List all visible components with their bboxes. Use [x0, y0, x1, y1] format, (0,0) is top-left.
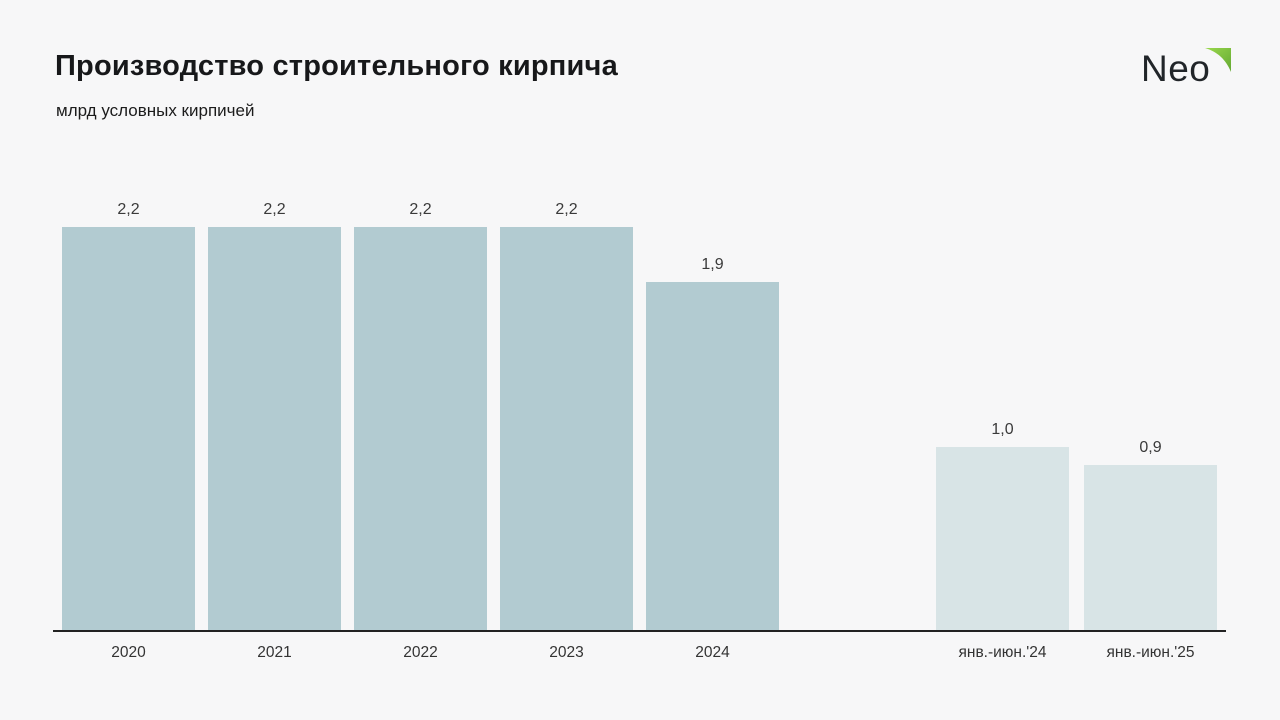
x-tick-label-янв.-июн.'25: янв.-июн.'25 [1106, 644, 1195, 661]
neo-logo: Neo [1141, 47, 1233, 95]
x-tick-label-2020: 2020 [111, 644, 146, 661]
x-tick-label-2021: 2021 [257, 644, 292, 661]
bar-янв.-июн.'25 [1084, 465, 1217, 630]
x-tick-label-2023: 2023 [549, 644, 584, 661]
bar-2022 [354, 227, 487, 630]
page-title: Производство строительного кирпича [55, 50, 618, 82]
page-subtitle: млрд условных кирпичей [56, 101, 255, 120]
x-axis-line [53, 630, 1226, 632]
bar-value-label-янв.-июн.'25: 0,9 [1139, 439, 1162, 456]
bar-value-label-2021: 2,2 [263, 201, 286, 218]
bar-value-label-2020: 2,2 [117, 201, 140, 218]
bar-янв.-июн.'24 [936, 447, 1069, 630]
x-tick-label-2022: 2022 [403, 644, 438, 661]
bar-2024 [646, 282, 779, 630]
x-tick-label-2024: 2024 [695, 644, 730, 661]
bar-2020 [62, 227, 195, 630]
neo-logo-accent-icon [1205, 48, 1231, 72]
bar-value-label-2024: 1,9 [701, 256, 724, 273]
bar-value-label-2023: 2,2 [555, 201, 578, 218]
neo-logo-text: Neo [1141, 48, 1211, 89]
x-tick-label-янв.-июн.'24: янв.-июн.'24 [958, 644, 1047, 661]
bar-2021 [208, 227, 341, 630]
bar-2023 [500, 227, 633, 630]
bar-value-label-янв.-июн.'24: 1,0 [991, 421, 1014, 438]
bar-value-label-2022: 2,2 [409, 201, 432, 218]
